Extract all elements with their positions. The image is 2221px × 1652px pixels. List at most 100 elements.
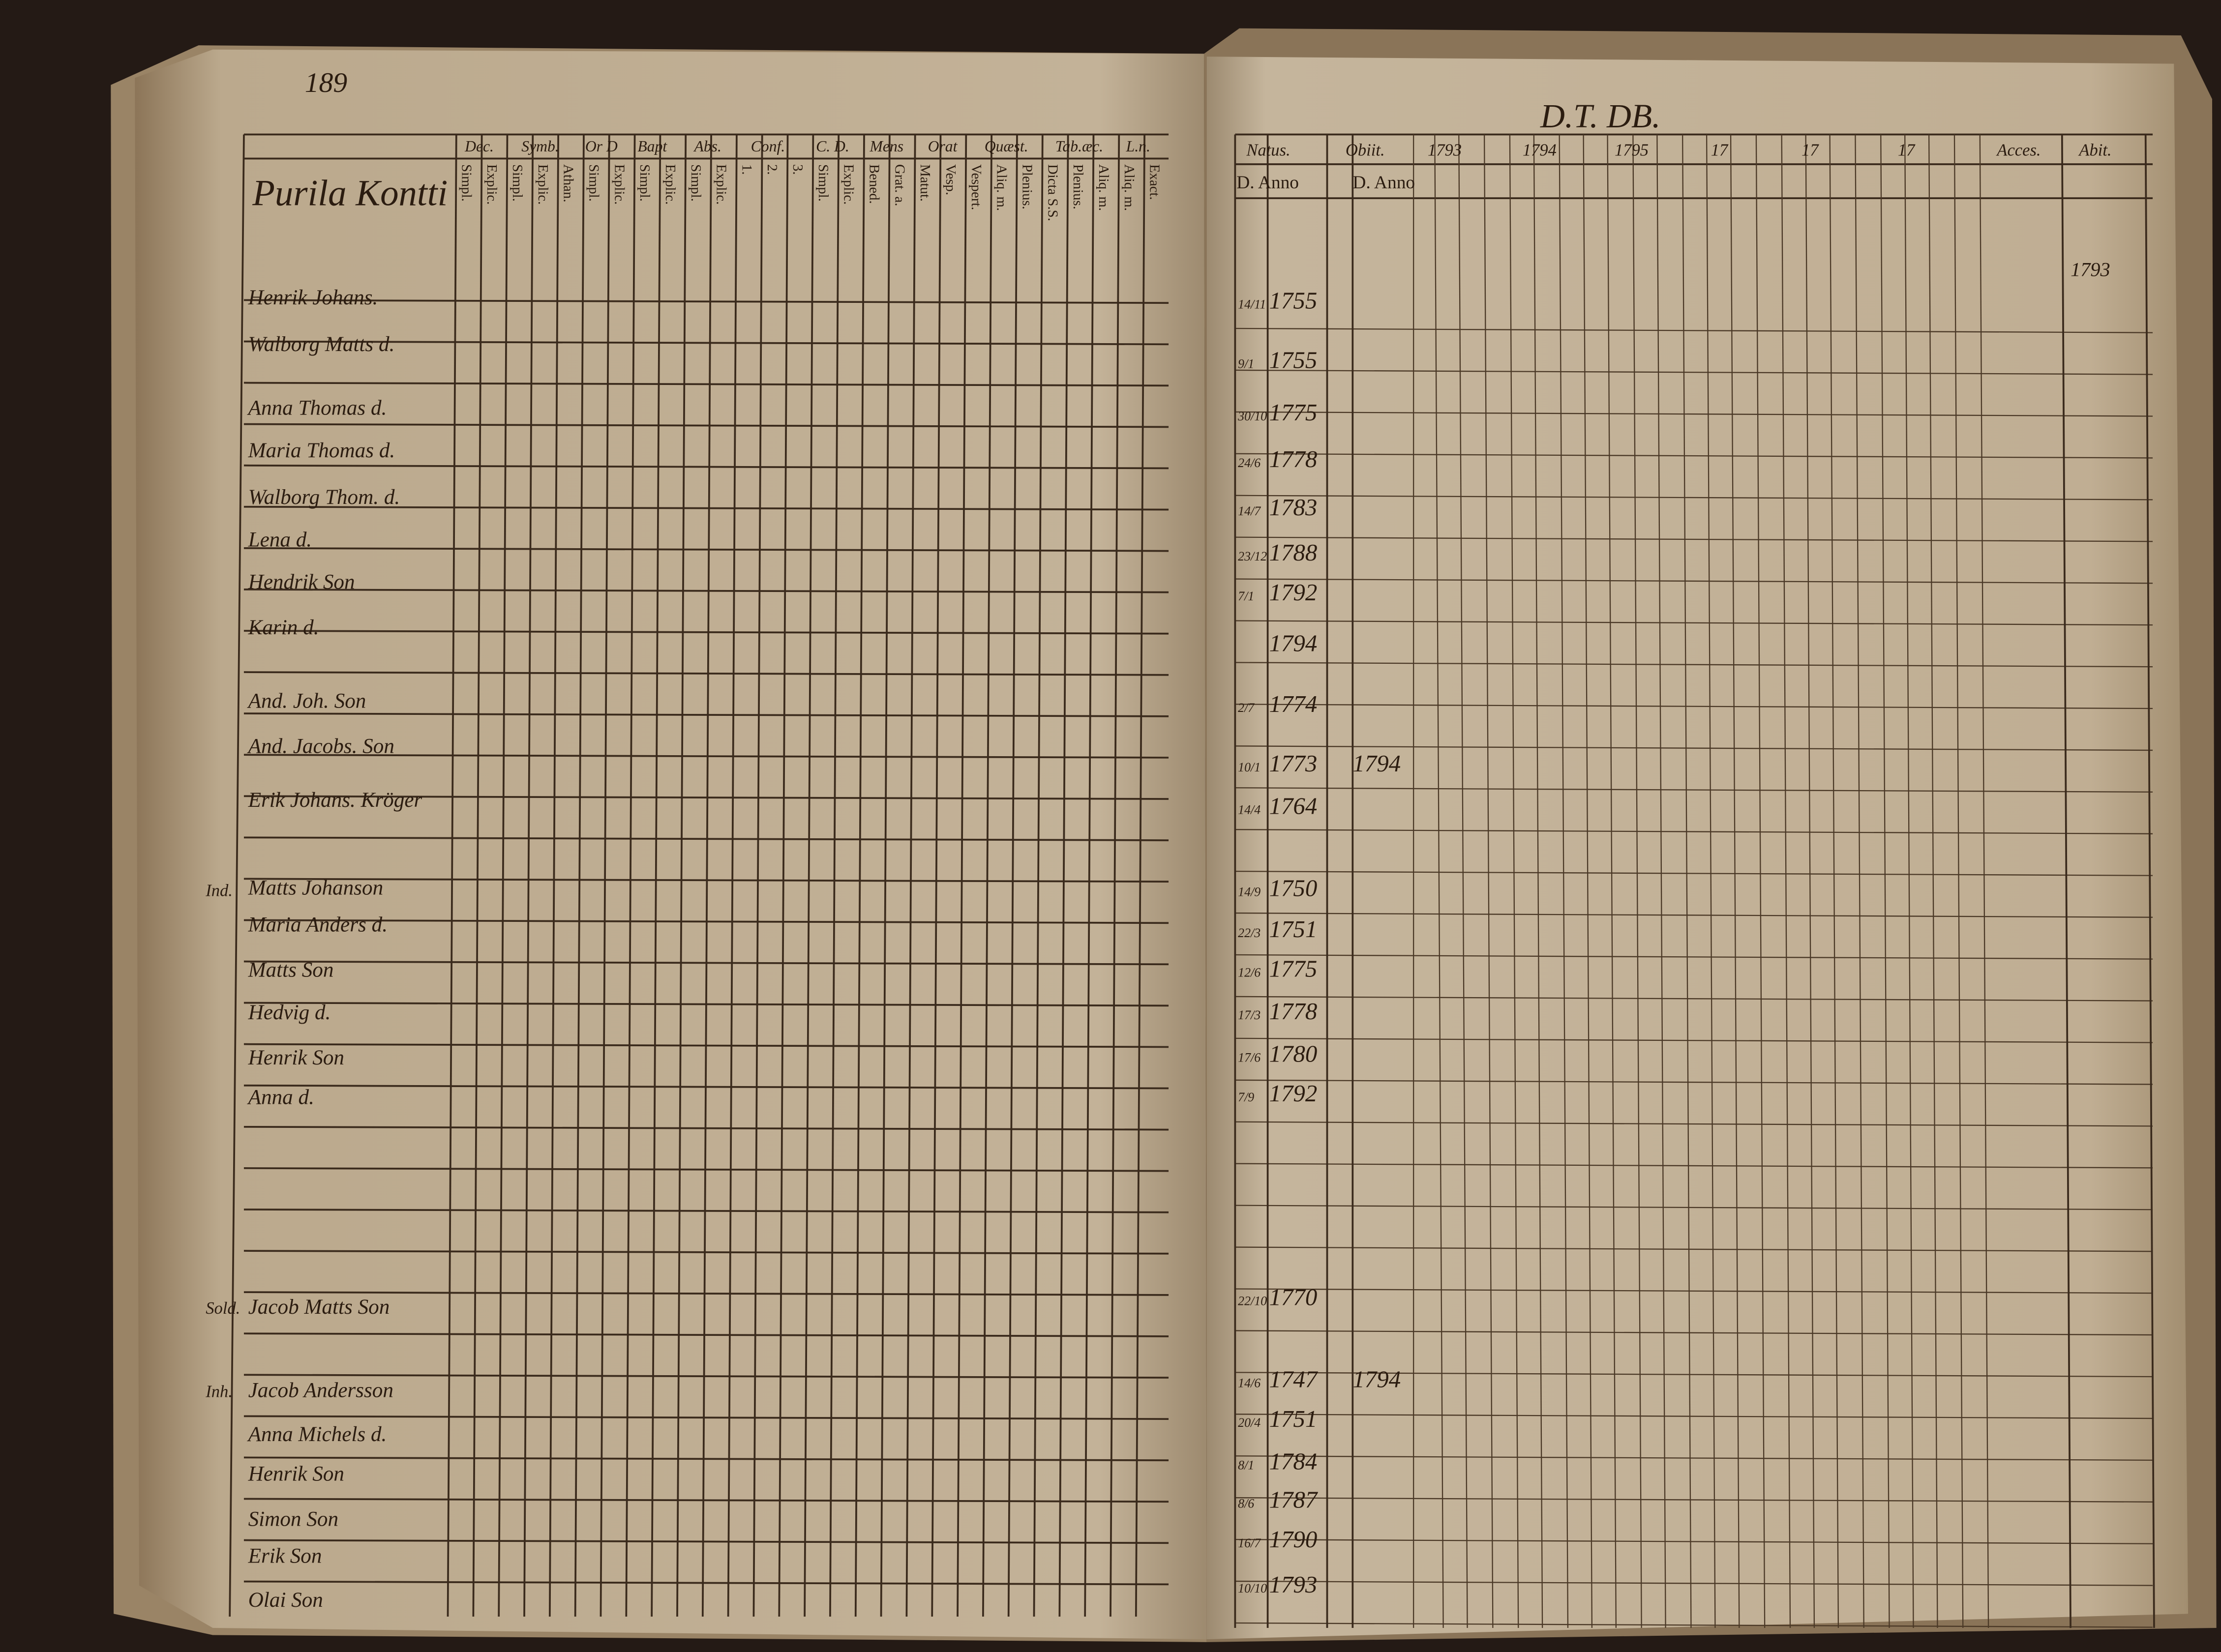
column-header: Abs. xyxy=(693,138,721,155)
name: Anna d. xyxy=(247,1086,314,1109)
birth-year: 1750 xyxy=(1269,875,1317,902)
column-rule xyxy=(804,134,814,1617)
column-rule xyxy=(523,134,534,1617)
column-header: 1793 xyxy=(1428,141,1462,160)
row-rule xyxy=(1235,1497,2153,1503)
birth-day: 9/1 xyxy=(1238,357,1254,371)
column-rule xyxy=(1928,134,1938,1628)
row-rule xyxy=(1235,1330,2153,1336)
column-rule xyxy=(905,134,916,1617)
column-header: Mens xyxy=(870,138,904,155)
column-header: Obiit. xyxy=(1346,141,1385,160)
column-rule xyxy=(1583,134,1593,1628)
sub-header: Aliq. m. xyxy=(1096,164,1111,211)
column-rule xyxy=(1855,134,1864,1628)
sub-header: 2. xyxy=(764,164,780,175)
column-rule xyxy=(1559,134,1569,1628)
column-rule xyxy=(1706,134,1716,1628)
row-rule xyxy=(1235,1372,2153,1378)
birth-day: 14/7 xyxy=(1238,504,1261,518)
column-rule xyxy=(1730,134,1740,1628)
column-header: Or D xyxy=(585,138,618,155)
row-rule xyxy=(1235,829,2153,834)
sub-header: D. Anno xyxy=(1352,173,1415,193)
row-rule xyxy=(1235,704,2153,709)
column-rule xyxy=(651,134,661,1617)
column-rule xyxy=(472,134,483,1617)
sub-header: Explic. xyxy=(611,164,627,205)
sub-header: Matut. xyxy=(917,164,933,202)
column-header: Conf. xyxy=(751,138,785,155)
birth-day: 7/1 xyxy=(1238,589,1254,603)
column-rule xyxy=(829,134,840,1617)
row-rule xyxy=(1235,1205,2153,1210)
birth-year: 1778 xyxy=(1269,445,1317,472)
birth-day: 16/7 xyxy=(1238,1536,1261,1550)
column-rule xyxy=(1656,134,1666,1628)
column-header: 17 xyxy=(1898,141,1916,160)
column-rule xyxy=(957,134,967,1617)
birth-year: 1790 xyxy=(1269,1526,1317,1553)
column-rule xyxy=(982,134,993,1617)
birth-day: 14/4 xyxy=(1238,803,1261,817)
row-rule xyxy=(243,382,1169,387)
column-rule xyxy=(1110,134,1120,1617)
birth-year: 1755 xyxy=(1269,287,1317,314)
name: Maria Thomas d. xyxy=(248,439,395,462)
column-rule xyxy=(498,134,509,1617)
sub-header: Athan. xyxy=(561,164,576,203)
row-rule xyxy=(1235,787,2153,793)
row-rule xyxy=(1235,1163,2153,1169)
birth-day: 30/10 xyxy=(1237,409,1267,423)
column-rule xyxy=(447,134,457,1617)
name: And. Joh. Son xyxy=(247,690,366,713)
birth-year: 1747 xyxy=(1269,1366,1318,1393)
sub-header: Aliq. m. xyxy=(1121,164,1137,211)
birth-year: 1778 xyxy=(1269,998,1317,1025)
sub-header: 3. xyxy=(790,164,806,175)
column-header: Acces. xyxy=(1996,141,2041,160)
name: Matts Son xyxy=(248,959,334,982)
birth-day: 10/1 xyxy=(1238,760,1261,774)
birth-year: 1770 xyxy=(1269,1284,1317,1311)
name: Henrik Son xyxy=(248,1046,344,1069)
birth-day: 8/6 xyxy=(1238,1496,1254,1510)
row-rule xyxy=(1235,1246,2153,1252)
birth-year: 1787 xyxy=(1269,1486,1318,1513)
birth-year: 1773 xyxy=(1269,750,1317,777)
margin-note: Ind. xyxy=(205,882,233,900)
birth-year: 1774 xyxy=(1269,690,1317,717)
column-header: 17 xyxy=(1801,141,1819,160)
sub-header: Explic. xyxy=(535,164,551,205)
sub-header: D. Anno xyxy=(1236,173,1299,193)
column-rule xyxy=(880,134,891,1617)
column-header: Tab.æc. xyxy=(1055,138,1103,155)
column-rule xyxy=(676,134,687,1617)
row-rule xyxy=(1235,662,2153,668)
birth-year: 1751 xyxy=(1269,915,1317,943)
sub-header: Simpl. xyxy=(637,164,653,202)
column-rule xyxy=(1632,134,1642,1628)
column-rule xyxy=(1755,134,1766,1628)
row-rule xyxy=(1235,578,2153,584)
birth-year: 1751 xyxy=(1269,1405,1317,1432)
sub-header: 1. xyxy=(739,164,754,175)
row-rule xyxy=(1235,536,2153,542)
sub-header: Vesp. xyxy=(943,164,959,195)
column-header: Abit. xyxy=(2078,141,2111,160)
column-rule xyxy=(1084,134,1095,1617)
column-rule xyxy=(574,134,585,1617)
row-rule xyxy=(1235,912,2153,918)
row-rule xyxy=(243,754,1169,759)
sub-header: Explic. xyxy=(662,164,678,205)
row-rule xyxy=(1235,1079,2153,1085)
row-rule xyxy=(243,1580,1169,1586)
column-rule xyxy=(2061,134,2071,1628)
sub-header: Plenius. xyxy=(1019,164,1035,209)
sub-header: Simpl. xyxy=(586,164,601,202)
column-rule xyxy=(1979,134,1989,1628)
death-year: 1794 xyxy=(1352,1366,1401,1393)
row-rule xyxy=(243,1332,1169,1337)
birth-year: 1775 xyxy=(1269,955,1317,982)
